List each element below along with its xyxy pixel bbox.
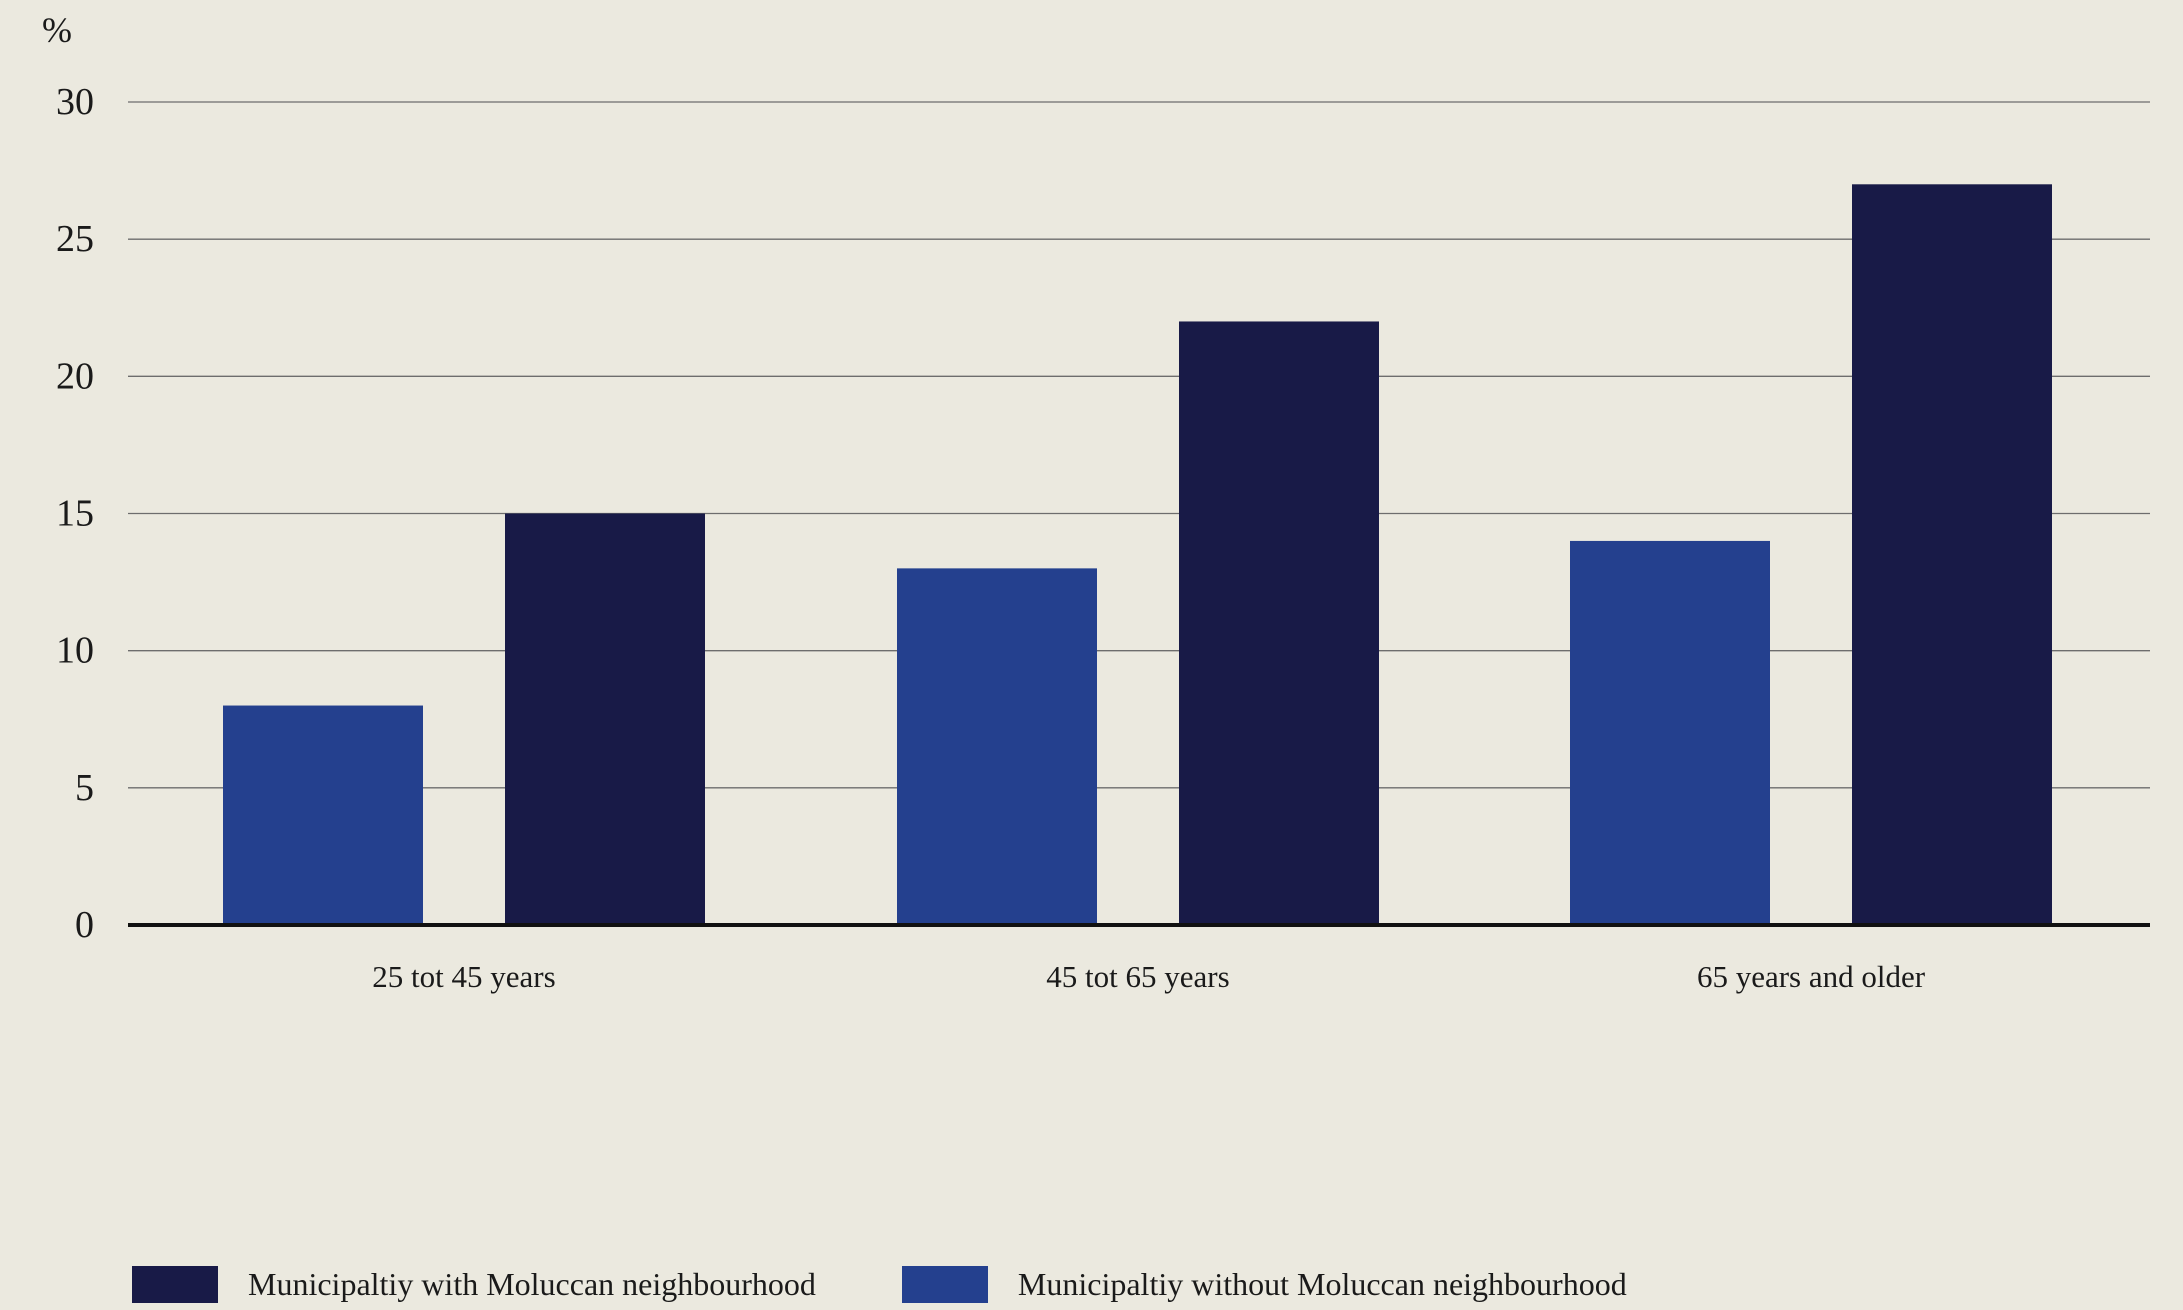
legend: Municipaltiy with Moluccan neighbourhood…	[132, 1266, 1713, 1303]
y-tick-label: 15	[56, 493, 94, 535]
y-tick-label: 25	[56, 218, 94, 260]
y-axis-ticks: 0 5 10 15 20 25 30	[56, 81, 94, 946]
bar-with-moluccan	[1179, 321, 1379, 925]
legend-item-without: Municipaltiy without Moluccan neighbourh…	[901, 1266, 1627, 1303]
bar-with-moluccan	[505, 513, 705, 925]
bar-without-moluccan	[1570, 540, 1770, 925]
bar-with-moluccan	[1852, 184, 2052, 926]
y-tick-label: 0	[75, 904, 94, 946]
legend-item-with: Municipaltiy with Moluccan neighbourhood	[132, 1266, 816, 1303]
x-tick-label: 25 tot 45 years	[372, 959, 555, 994]
legend-label-with: Municipaltiy with Moluccan neighbourhood	[248, 1266, 816, 1302]
bar-without-moluccan	[223, 705, 423, 925]
x-axis-ticks: 25 tot 45 years 45 tot 65 years 65 years a…	[372, 959, 1925, 994]
legend-label-without: Municipaltiy without Moluccan neighbourh…	[1017, 1266, 1627, 1302]
x-tick-label: 45 tot 65 years	[1046, 959, 1229, 994]
legend-swatch-without	[901, 1266, 988, 1303]
bars	[223, 184, 2052, 926]
x-tick-label: 65 years and older	[1697, 959, 1926, 994]
y-tick-label: 5	[75, 767, 94, 809]
y-tick-label: 20	[56, 355, 94, 397]
bar-without-moluccan	[897, 568, 1097, 925]
y-tick-label: 10	[56, 630, 94, 672]
y-axis-label: %	[42, 10, 72, 50]
gridlines	[128, 101, 2150, 789]
legend-swatch-with	[132, 1266, 218, 1303]
y-tick-label: 30	[56, 81, 94, 123]
